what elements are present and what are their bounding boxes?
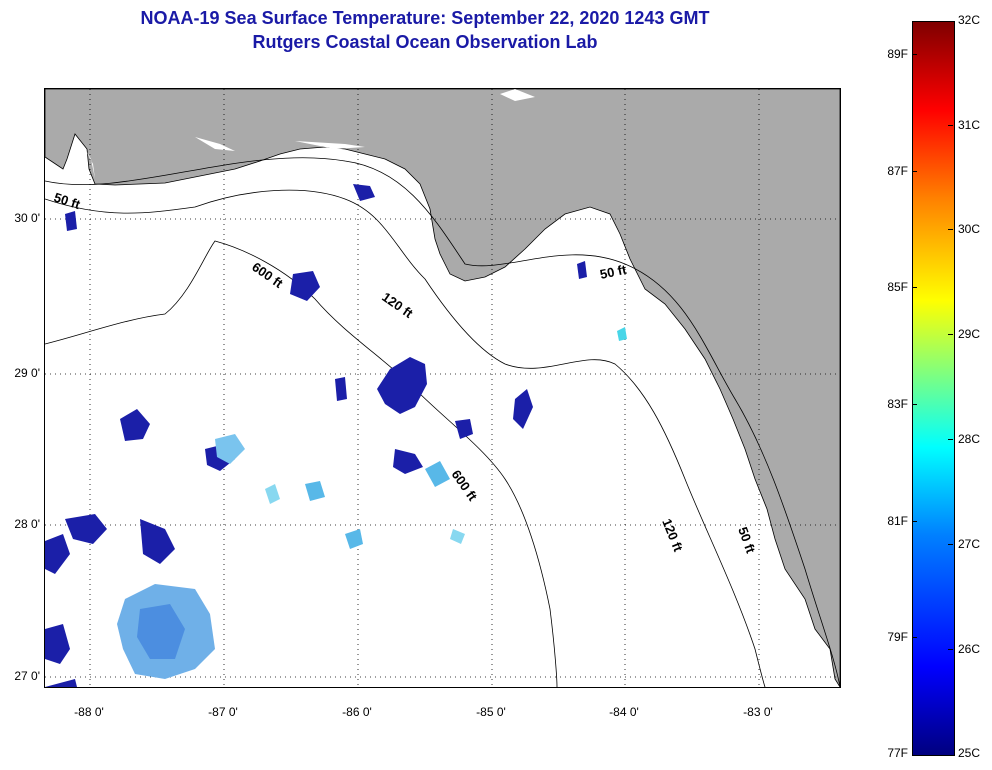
contour-label-50ft-south: 50 ft — [735, 525, 758, 556]
colorbar-tick — [912, 521, 917, 522]
contour-label-120ft-north: 120 ft — [379, 289, 416, 321]
colorbar-tick — [948, 334, 953, 335]
lon-label-83: -83 0' — [743, 705, 773, 719]
colorbar-c-label: 25C — [958, 746, 981, 760]
map-title: NOAA-19 Sea Surface Temperature: Septemb… — [140, 8, 710, 28]
map-subtitle: Rutgers Coastal Ocean Observation Lab — [252, 32, 598, 52]
colorbar-f-label: 83F — [887, 397, 908, 411]
temperature-colorbar — [912, 21, 955, 756]
colorbar-c-label: 26C — [958, 642, 981, 656]
colorbar-tick — [948, 229, 953, 230]
colorbar-f-label: 77F — [887, 746, 908, 760]
lon-label-87: -87 0' — [208, 705, 238, 719]
contour-label-50ft-east: 50 ft — [599, 262, 629, 282]
colorbar-c-label: 29C — [958, 327, 981, 341]
contour-label-600ft-north: 600 ft — [249, 259, 286, 291]
colorbar-c-label: 32C — [958, 13, 981, 27]
colorbar-c-label: 31C — [958, 118, 981, 132]
lat-label-27: 27 0' — [14, 669, 40, 683]
colorbar-f-label: 81F — [887, 514, 908, 528]
contour-label-600ft-south: 600 ft — [449, 467, 481, 504]
contour-120ft — [45, 189, 766, 687]
lon-label-85: -85 0' — [476, 705, 506, 719]
sst-patches — [45, 184, 627, 687]
colorbar-tick — [948, 544, 953, 545]
bay — [195, 137, 235, 151]
colorbar-tick — [912, 287, 917, 288]
bay — [500, 89, 535, 101]
colorbar-f-label: 85F — [887, 280, 908, 294]
colorbar-tick — [912, 171, 917, 172]
colorbar-c-label: 30C — [958, 222, 981, 236]
bay — [295, 141, 365, 149]
sst-map: 50 ft 50 ft 50 ft 120 ft 120 ft 600 ft 6… — [44, 88, 841, 688]
colorbar-f-label: 79F — [887, 630, 908, 644]
colorbar-tick — [948, 125, 953, 126]
colorbar-tick — [912, 637, 917, 638]
colorbar-c-label: 27C — [958, 537, 981, 551]
colorbar-f-label: 87F — [887, 164, 908, 178]
lon-label-84: -84 0' — [609, 705, 639, 719]
lat-label-28: 28 0' — [14, 517, 40, 531]
colorbar-tick — [912, 404, 917, 405]
contour-50ft — [45, 157, 840, 687]
lon-label-88: -88 0' — [74, 705, 104, 719]
lon-label-86: -86 0' — [342, 705, 372, 719]
bathymetry-contours — [45, 157, 840, 687]
colorbar-tick — [948, 649, 953, 650]
colorbar-tick — [948, 439, 953, 440]
contour-label-120ft-south: 120 ft — [659, 517, 686, 555]
lat-label-29: 29 0' — [14, 366, 40, 380]
colorbar-tick — [912, 54, 917, 55]
contour-label-50ft-west: 50 ft — [52, 190, 83, 213]
lat-label-30: 30 0' — [14, 211, 40, 225]
land-mass — [45, 89, 840, 687]
bay — [85, 149, 95, 179]
colorbar-c-label: 28C — [958, 432, 981, 446]
map-canvas: 50 ft 50 ft 50 ft 120 ft 120 ft 600 ft 6… — [45, 89, 840, 687]
contour-600ft — [45, 240, 558, 687]
colorbar-f-label: 89F — [887, 47, 908, 61]
